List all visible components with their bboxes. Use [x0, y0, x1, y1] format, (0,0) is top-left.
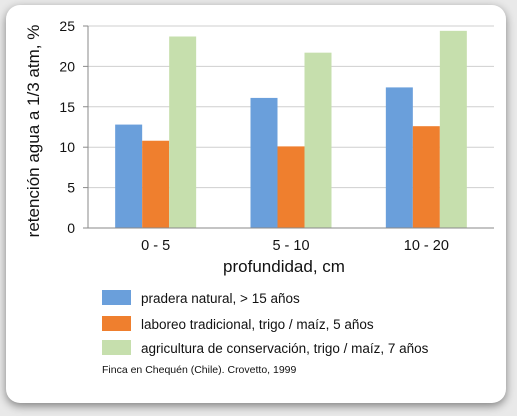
bar — [304, 52, 332, 228]
source-note: Finca en Chequén (Chile). Crovetto, 1999 — [102, 364, 297, 376]
bar-chart: 0 5 10 15 20 25 0 - 5 5 - 10 10 - 20 retención … — [24, 18, 494, 376]
chart-card: 0 5 10 15 20 25 0 - 5 5 - 10 10 - 20 retención … — [6, 5, 506, 403]
y-tick-label: 25 — [59, 18, 75, 34]
legend-label: pradera natural, > 15 años — [141, 291, 300, 306]
x-tick-label: 5 - 10 — [272, 238, 309, 254]
bar — [250, 97, 278, 228]
legend-label: laboreo tradicional, trigo / maíz, 5 año… — [141, 317, 374, 332]
x-tick-label: 10 - 20 — [404, 238, 449, 254]
x-axis-label: profundidad, cm — [223, 257, 345, 276]
bar — [142, 140, 170, 228]
y-axis-label: retención agua a 1/3 atm, % — [24, 25, 43, 238]
legend-swatch — [102, 340, 131, 355]
bars — [115, 30, 467, 229]
y-tick-label: 0 — [67, 220, 75, 236]
legend-swatch — [102, 290, 131, 305]
bar — [439, 30, 467, 229]
bar — [115, 124, 143, 228]
y-tick-label: 20 — [59, 58, 75, 74]
legend-label: agricultura de conservación, trigo / maí… — [141, 341, 429, 356]
x-tick-label: 0 - 5 — [141, 238, 170, 254]
y-tick-label: 5 — [67, 180, 75, 196]
y-tick-label: 15 — [59, 99, 75, 115]
bar — [385, 87, 413, 229]
bar — [277, 146, 305, 228]
bar — [169, 36, 197, 228]
x-tick-labels: 0 - 5 5 - 10 10 - 20 — [141, 238, 449, 254]
bar — [412, 126, 440, 228]
y-tick-label: 10 — [59, 139, 75, 155]
legend: pradera natural, > 15 años laboreo tradic… — [102, 290, 429, 356]
legend-swatch — [102, 316, 131, 331]
y-tick-labels: 0 5 10 15 20 25 — [59, 18, 75, 236]
